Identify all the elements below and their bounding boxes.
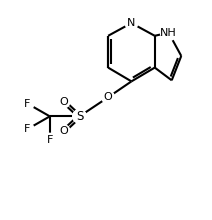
- Circle shape: [57, 125, 70, 138]
- Circle shape: [160, 25, 177, 41]
- Text: N: N: [127, 18, 136, 28]
- Text: O: O: [59, 126, 68, 136]
- Text: F: F: [47, 135, 53, 145]
- Circle shape: [73, 110, 86, 123]
- Text: NH: NH: [160, 28, 177, 38]
- Circle shape: [43, 133, 56, 146]
- Text: S: S: [76, 110, 83, 123]
- Circle shape: [125, 17, 138, 29]
- Circle shape: [21, 97, 34, 110]
- Text: F: F: [24, 124, 31, 134]
- Text: O: O: [59, 97, 68, 106]
- Circle shape: [102, 91, 114, 104]
- Circle shape: [57, 95, 70, 108]
- Text: F: F: [24, 99, 31, 109]
- Text: O: O: [104, 92, 113, 102]
- Circle shape: [162, 26, 175, 39]
- Circle shape: [21, 123, 34, 136]
- Circle shape: [73, 110, 86, 123]
- Circle shape: [102, 91, 114, 103]
